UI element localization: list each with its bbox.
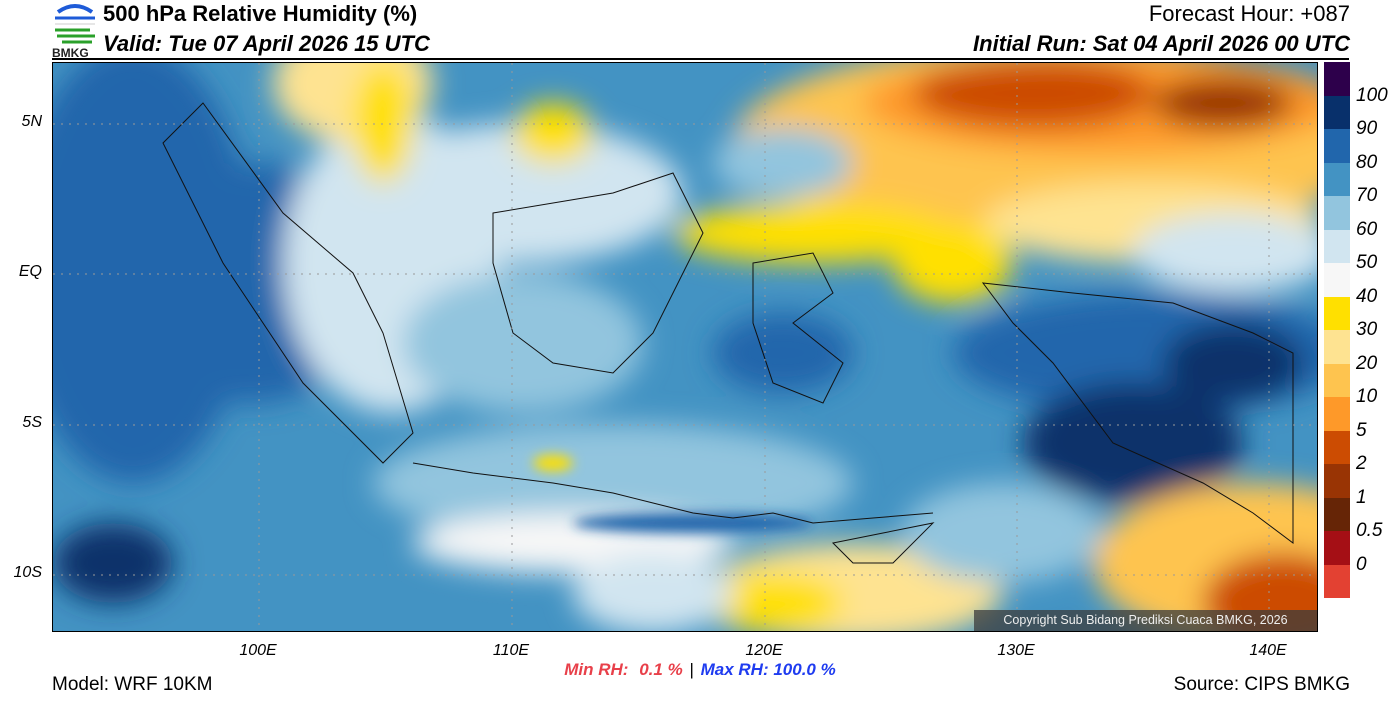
colorbar-label: 80 [1356, 151, 1378, 173]
colorbar-swatch [1324, 95, 1350, 129]
rh-stats: Min RH: 0.1 % | Max RH: 100.0 % [0, 660, 1400, 680]
bmkg-logo: BMKG [52, 2, 98, 60]
colorbar-label: 1 [1356, 486, 1367, 508]
colorbar-swatch [1324, 363, 1350, 397]
colorbar-label: 60 [1356, 218, 1378, 240]
lon-label-130e: 130E [997, 642, 1035, 659]
lon-label-110e: 110E [492, 642, 530, 659]
humidity-map [52, 62, 1318, 632]
lat-label-5n: 5N [21, 113, 42, 130]
max-rh-label: Max RH: [700, 660, 769, 679]
colorbar-label: 40 [1356, 285, 1378, 307]
colorbar-swatch [1324, 430, 1350, 464]
colorbar-label: 2 [1356, 453, 1367, 474]
colorbar-swatch [1324, 330, 1350, 364]
copyright-notice: Copyright Sub Bidang Prediksi Cuaca BMKG… [974, 610, 1317, 631]
lat-label-10s: 10S [13, 564, 42, 581]
forecast-hour: Forecast Hour: +087 [1148, 1, 1350, 26]
colorbar-label: 20 [1356, 352, 1378, 374]
initial-run: Initial Run: Sat 04 April 2026 00 UTC [973, 31, 1350, 56]
lat-label-eq: EQ [18, 263, 42, 280]
colorbar-label: 90 [1356, 118, 1378, 139]
lon-label-140e: 140E [1249, 642, 1287, 659]
valid-time: Valid: Tue 07 April 2026 15 UTC [103, 31, 430, 56]
colorbar-label: 30 [1356, 319, 1378, 340]
lon-label-100e: 100E [239, 642, 277, 659]
colorbar-label: 50 [1356, 252, 1378, 273]
min-rh-label: Min RH: [564, 660, 629, 679]
colorbar-swatch [1324, 62, 1350, 96]
colorbar-label: 10 [1356, 386, 1378, 407]
colorbar-label: 0 [1356, 553, 1367, 575]
colorbar-swatch [1324, 397, 1350, 431]
colorbar-swatch [1324, 229, 1350, 263]
stats-separator: | [689, 660, 694, 679]
max-rh-value: 100.0 % [773, 660, 836, 679]
colorbar-label: 100 [1356, 84, 1388, 106]
svg-text:BMKG: BMKG [52, 46, 89, 58]
colorbar-swatch [1324, 296, 1350, 330]
colorbar-swatch [1324, 531, 1350, 565]
model-name: Model: WRF 10KM [52, 674, 213, 695]
colorbar-swatch [1324, 564, 1350, 598]
colorbar-swatch [1324, 129, 1350, 163]
colorbar-swatch [1324, 464, 1350, 498]
colorbar-label: 0.5 [1356, 520, 1383, 541]
data-source: Source: CIPS BMKG [1173, 674, 1350, 695]
colorbar-label: 70 [1356, 185, 1378, 206]
colorbar [1324, 62, 1350, 598]
chart-title: 500 hPa Relative Humidity (%) [103, 1, 418, 26]
colorbar-swatch [1324, 196, 1350, 230]
lat-label-5s: 5S [22, 414, 42, 431]
graticule [53, 63, 1317, 631]
colorbar-swatch [1324, 263, 1350, 297]
colorbar-swatch [1324, 162, 1350, 196]
lon-label-120e: 120E [745, 642, 783, 659]
colorbar-label: 5 [1356, 419, 1367, 441]
colorbar-swatch [1324, 497, 1350, 531]
coastlines [162, 102, 1294, 564]
min-rh-value: 0.1 % [639, 660, 683, 679]
header-divider [52, 58, 1349, 60]
